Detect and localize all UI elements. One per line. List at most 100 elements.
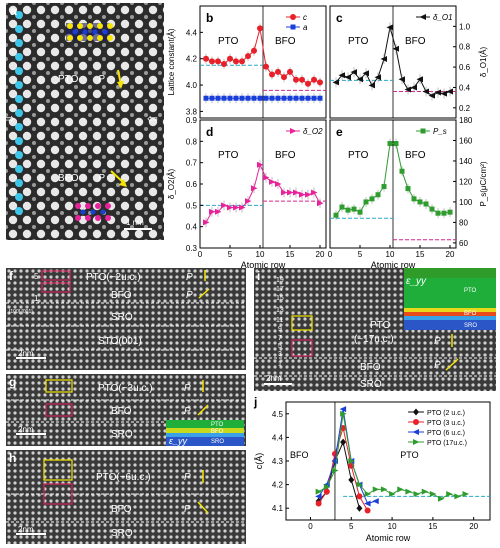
panel-h-bfo-label: BFO (111, 504, 132, 515)
chart-d-ytick-label: 0.6 (186, 180, 198, 189)
chart-c-point (362, 70, 369, 77)
chart-e-xtick-label: 10 (386, 250, 395, 259)
chart-d-xtick-label: 20 (316, 250, 325, 259)
chart-e-point (369, 196, 375, 202)
chart-b-point (257, 95, 263, 101)
chart-d-point (305, 191, 312, 198)
chart-b-legend-text: c (303, 13, 307, 22)
chart-j-point (340, 438, 347, 446)
chart-c-point (446, 88, 453, 95)
panel-f-bfo-cell-box (41, 282, 71, 293)
chart-j-xtick-label: 10 (388, 522, 397, 531)
chart-c-bfo-label: BFO (405, 36, 426, 47)
panel-i-inset-bfo: BFO (464, 311, 477, 317)
chart-c-point (368, 82, 375, 89)
chart-d-point (233, 204, 240, 211)
chart-d-ytick-label: 0.5 (186, 201, 198, 210)
chart-d-ytick-label: 0.3 (186, 244, 198, 253)
chart-j-xlabel: Atomic row (366, 533, 411, 543)
chart-b-point (299, 76, 305, 83)
panel-i-inset-pto: PTO (464, 288, 477, 294)
chart-e-legend-marker (420, 128, 426, 134)
chart-c-ylabel: δ_O1(Å) (479, 47, 488, 78)
chart-j-point (380, 486, 388, 493)
panel-g-bfo-cell-box (45, 403, 73, 417)
chart-e-point (411, 196, 417, 202)
chart-b-point (203, 55, 209, 62)
panel-i-strain-inset: ε_yy PTO BFO SRO (404, 268, 496, 330)
svg-text:5: 5 (278, 343, 282, 350)
chart-b-point (275, 95, 281, 101)
chart-c-ytick-label: 0.8 (459, 43, 471, 52)
chart-j-point (421, 488, 429, 495)
chart-j-point (364, 507, 371, 514)
chart-j-point (348, 476, 355, 484)
chart-b-pto-label: PTO (218, 36, 239, 47)
chart-j-ylabel: c(Å) (254, 453, 264, 470)
chart-b-point (263, 63, 269, 70)
chart-d-xtick-label: 0 (198, 250, 203, 259)
chart-e-point (435, 210, 441, 216)
panel-h-svg: h PTO(~6u.c.) P BFO P SRO 2nm (6, 450, 246, 544)
chart-e-point (393, 141, 399, 147)
panel-g-bfo-arrow (197, 404, 209, 416)
panel-f-axis-label: [100] [001] (9, 309, 33, 315)
panel-f-bfo-label: BFO (111, 290, 132, 301)
panel-a-image: a PTO P BFO P ⇨ ⇦ 1 nm (6, 3, 164, 240)
chart-d-ytick-label: 0.8 (186, 137, 198, 146)
panel-i-image: i 19 17 15 13 11 9 7 5 3 1 PTO (~17u.c.)… (254, 268, 496, 391)
chart-d-point (281, 189, 288, 196)
chart-b-point (317, 95, 323, 101)
chart-j-point (340, 410, 347, 417)
chart-d-point (275, 181, 282, 187)
chart-b-ytick-label: 4.0 (186, 81, 198, 90)
chart-j-legend-text: PTO (17u.c.) (427, 440, 467, 447)
chart-b-point (281, 74, 287, 81)
chart-b-point (269, 71, 275, 78)
chart-c-ytick-label: 0.6 (459, 63, 471, 72)
chart-b: 3.8 4.0 4.2 4.4 b PTO BFO ca Lattice constant(Å) (167, 5, 327, 119)
panel-f-p-label-2: P (186, 290, 193, 301)
chart-c-point (386, 24, 393, 31)
panel-f-image: f 5 1 PTO(~2u.c.) P BFO P SRO STO(001) [… (6, 268, 246, 370)
chart-d-ytick-label: 0.9 (186, 116, 198, 125)
chart-j-legend-marker (413, 439, 420, 445)
panel-g-strain-inset: ε_yy PTO BFO SRO (166, 420, 244, 446)
chart-b-point (293, 95, 299, 101)
panel-g-scale-label: 2nm (18, 425, 34, 434)
chart-c-point (440, 90, 447, 97)
panel-h-p-label: P (184, 472, 191, 483)
chart-b-point (263, 95, 269, 101)
chart-b-ytick-label: 4.4 (186, 28, 198, 37)
panel-f-sto-label: STO(001) (98, 336, 142, 347)
chart-j-ytick-label: 4.3 (272, 457, 284, 466)
chart-b-point (245, 53, 251, 60)
chart-j-legend-text: PTO (2 u.c.) (427, 410, 465, 417)
chart-e-point (345, 207, 351, 213)
chart-b-ytick-label: 3.8 (186, 107, 198, 116)
panel-i-sro-label: SRO (360, 379, 382, 390)
panel-f-svg: f 5 1 PTO(~2u.c.) P BFO P SRO STO(001) [… (6, 268, 246, 370)
chart-e-point (381, 184, 387, 190)
chart-b-legend-marker (290, 24, 296, 30)
chart-d-xtick-label: 10 (256, 250, 265, 259)
panel-h-pto-label: PTO(~6u.c.) (96, 472, 151, 483)
chart-j-xtick-label: 15 (428, 522, 437, 531)
panel-i-p-label: P (434, 336, 441, 347)
panel-a-label: a (10, 4, 17, 18)
chart-j-xtick-label: 5 (349, 522, 354, 531)
panel-g-inset-eps: ε_yy (169, 436, 187, 446)
chart-j-xtick-label: 20 (469, 522, 478, 531)
chart-b-point (203, 95, 209, 101)
chart-b-point (209, 95, 215, 101)
chart-c-point (434, 89, 441, 96)
chart-b-point (317, 79, 323, 86)
chart-j-point (438, 495, 445, 502)
chart-j-ytick-label: 4.5 (272, 410, 284, 419)
chart-e-point (333, 212, 339, 218)
chart-j-point (315, 500, 322, 507)
chart-d: 0.3 0.4 0.5 0.6 0.7 0.8 0.9 0 5 10 15 20 d PTO BFO δ_O2… (167, 116, 327, 270)
chart-d-bfo-label: BFO (275, 150, 296, 161)
panel-g-inset-pto: PTO (211, 422, 224, 428)
chart-b-point (209, 58, 215, 65)
